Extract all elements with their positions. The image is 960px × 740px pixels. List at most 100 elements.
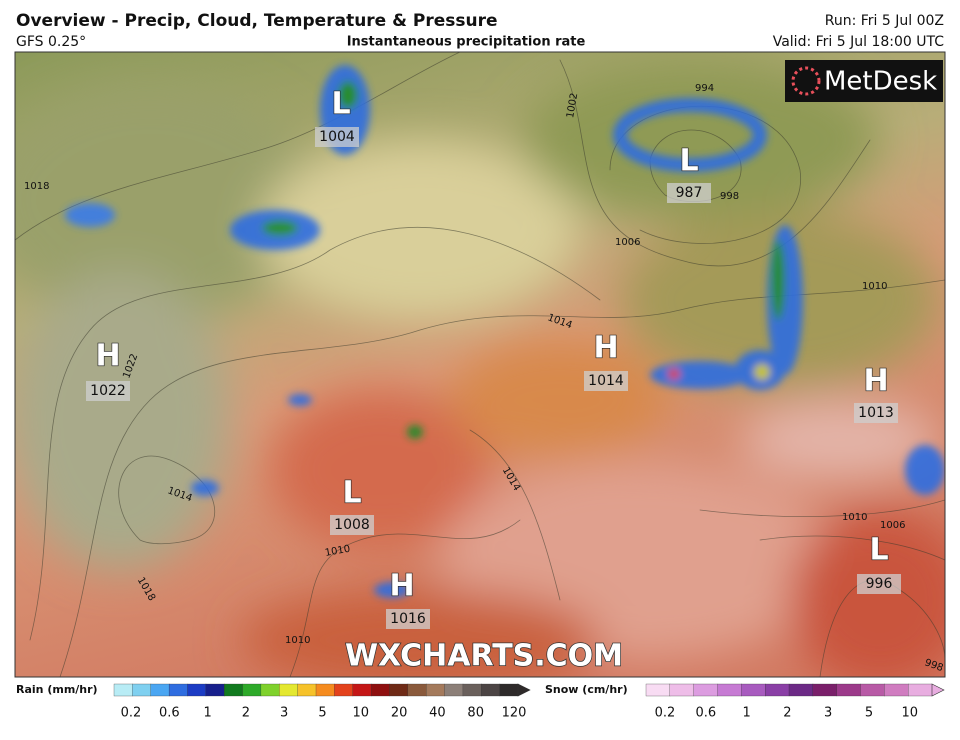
rain-swatch [224, 683, 243, 697]
logo-box [785, 60, 943, 102]
snow-tick-label: 5 [865, 706, 873, 721]
isobar-label: 1010 [842, 512, 867, 523]
rain-swatch [279, 683, 299, 697]
pressure-center-letter: L [679, 144, 698, 179]
snow-tick-label: 3 [824, 706, 832, 721]
snow-swatch [765, 683, 790, 697]
watermark: WXCHARTS.COM [345, 639, 623, 674]
pressure-center-letter: H [95, 339, 120, 374]
snow-arrow [931, 683, 945, 697]
snow-tick-label: 0.2 [655, 706, 676, 721]
model: GFS 0.25° [16, 34, 86, 50]
pressure-center-letter: L [331, 87, 350, 122]
rain-swatch [407, 683, 427, 697]
snow-tick-label: 10 [902, 706, 919, 721]
pressure-value: 1008 [334, 517, 370, 533]
pressure-value-box [584, 371, 628, 391]
rain-swatch [187, 683, 207, 697]
rain-tick-label: 2 [242, 706, 250, 721]
rain-swatch [205, 683, 225, 697]
pressure-value-box [330, 515, 374, 535]
pressure-value: 996 [866, 576, 893, 592]
snow-swatch [645, 683, 671, 697]
pressure-center-letter: L [869, 533, 888, 568]
rain-tick-label: 0.6 [159, 706, 180, 721]
isobar-label: 1010 [324, 544, 351, 559]
rain-tick-label: 1 [203, 706, 211, 721]
rain-swatch [499, 683, 519, 697]
rain-tick-label: 10 [353, 706, 370, 721]
logo: MetDesk [824, 67, 937, 97]
rain-swatch [242, 683, 262, 697]
isobar-label: 1010 [862, 281, 887, 292]
isobar-label: 1018 [24, 181, 49, 192]
snow-swatch [812, 683, 838, 697]
pressure-center-letter: H [593, 331, 618, 366]
isobar-label: 1006 [615, 237, 640, 248]
snow-swatch [693, 683, 718, 697]
snow-swatch [908, 683, 933, 697]
rain-arrow [517, 683, 531, 697]
rain-swatch [481, 683, 501, 697]
pressure-value: 987 [676, 185, 703, 201]
isobar-label: 998 [720, 191, 739, 202]
rain-swatch [462, 683, 482, 697]
rain-swatch [389, 683, 409, 697]
logo-icon [791, 66, 821, 96]
rain-swatch [444, 683, 464, 697]
isobar-label: 1002 [565, 92, 580, 119]
run: Run: Fri 5 Jul 00Z [825, 13, 944, 29]
title: Overview - Precip, Cloud, Temperature & … [16, 11, 498, 31]
snow-swatch [884, 683, 909, 697]
pressure-value: 1014 [588, 373, 624, 389]
valid: Valid: Fri 5 Jul 18:00 UTC [773, 34, 945, 50]
pressure-value-box [857, 574, 901, 594]
pressure-value: 1022 [90, 383, 126, 399]
snow-tick-label: 2 [783, 706, 791, 721]
pressure-center-letter: H [863, 364, 888, 399]
rain-swatch [334, 683, 354, 697]
legend-title: Snow (cm/hr) [545, 683, 628, 696]
rain-swatch [370, 683, 390, 697]
rain-tick-label: 40 [429, 706, 446, 721]
pressure-value: 1004 [319, 129, 355, 145]
rain-swatch [132, 683, 152, 697]
rain-tick-label: 5 [318, 706, 326, 721]
snow-swatch [860, 683, 885, 697]
legend-title: Rain (mm/hr) [16, 683, 98, 696]
pressure-value-box [315, 127, 359, 147]
isobar-label: 1006 [880, 520, 905, 531]
snow-swatch [788, 683, 814, 697]
pressure-value-box [667, 183, 711, 203]
pressure-center-letter: H [389, 569, 414, 604]
rain-swatch [352, 683, 372, 697]
rain-tick-label: 20 [391, 706, 408, 721]
rain-swatch [260, 683, 280, 697]
isobar-label: 1010 [285, 635, 310, 646]
pressure-value-box [86, 381, 130, 401]
snow-swatch [717, 683, 742, 697]
rain-tick-label: 3 [280, 706, 288, 721]
snow-swatch [741, 683, 766, 697]
rain-swatch [297, 683, 317, 697]
product: Instantaneous precipitation rate [347, 35, 586, 50]
snow-swatch [836, 683, 861, 697]
pressure-value: 1016 [390, 611, 426, 627]
rain-swatch [426, 683, 445, 697]
snow-tick-label: 0.6 [695, 706, 716, 721]
rain-swatch [113, 683, 133, 697]
rain-swatch [150, 683, 170, 697]
pressure-value-box [854, 403, 898, 423]
rain-tick-label: 80 [467, 706, 484, 721]
rain-tick-label: 120 [502, 706, 527, 721]
map-frame [14, 51, 946, 678]
pressure-value-box [386, 609, 430, 629]
pressure-center-letter: L [342, 476, 361, 511]
map: 1018102210141018101010029949981006101010… [15, 52, 945, 677]
rain-tick-label: 0.2 [121, 706, 142, 721]
isobar-label: 994 [695, 83, 714, 94]
snow-tick-label: 1 [742, 706, 750, 721]
snow-swatch [669, 683, 695, 697]
rain-swatch [315, 683, 335, 697]
